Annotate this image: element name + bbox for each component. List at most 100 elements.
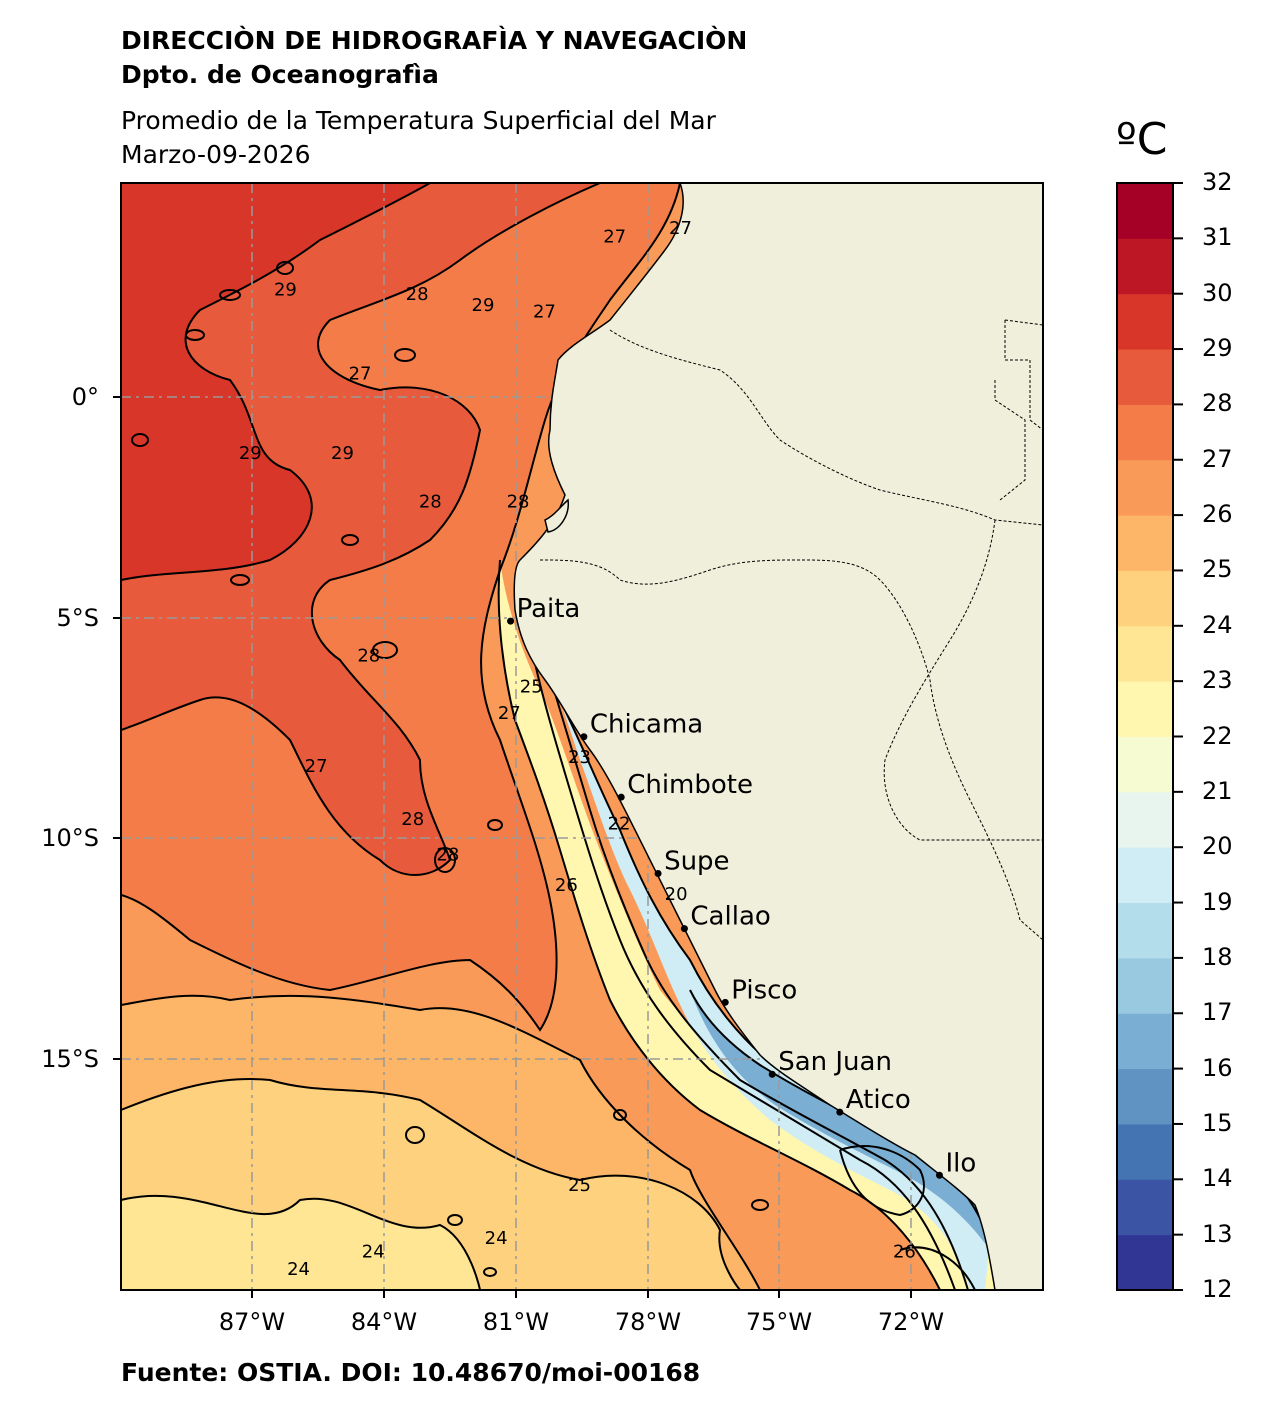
lon-label-78w: 78°W — [614, 1308, 682, 1336]
contour-label-23: 24 — [362, 1241, 385, 1262]
contour-label-8: 29 — [331, 443, 354, 464]
contour-label-15: 23 — [568, 747, 591, 768]
lon-label-75w: 75°W — [745, 1308, 813, 1336]
city-label-chicama: Chicama — [590, 710, 703, 740]
lon-label-84w: 84°W — [350, 1308, 418, 1336]
colorbar-segment-10 — [1117, 681, 1173, 737]
colorbar-segment-14 — [1117, 459, 1173, 516]
contour-labels: 29 27 27 29 28 27 27 29 29 28 28 28 25 27 27 23 28 28 22 26… — [239, 218, 916, 1280]
contour-label-5: 27 — [533, 302, 556, 323]
sst-band-29 — [121, 183, 430, 580]
city-label-atico: Atico — [846, 1085, 911, 1115]
colorbar-label-20: 20 — [1202, 832, 1233, 861]
colorbar-label-31: 31 — [1202, 223, 1233, 252]
colorbar-segment-2 — [1117, 1123, 1173, 1180]
colorbar-segment-12 — [1117, 570, 1173, 627]
colorbar-segment-18 — [1117, 238, 1173, 295]
colorbar — [1117, 182, 1183, 1291]
sst-band-23 — [121, 1195, 480, 1290]
lon-label-81w: 81°W — [482, 1308, 550, 1336]
colorbar-segment-17 — [1117, 293, 1173, 350]
colorbar-label-30: 30 — [1202, 278, 1233, 307]
lat-label-10s: 10°S — [41, 824, 99, 852]
isotherm-rings — [131, 261, 769, 1277]
contour-label-2: 27 — [669, 218, 692, 239]
colorbar-label-14: 14 — [1202, 1164, 1233, 1193]
colorbar-label-19: 19 — [1202, 887, 1233, 916]
colorbar-segment-15 — [1117, 404, 1173, 461]
colorbar-frame — [1116, 182, 1174, 1291]
city-dot-chimbote — [617, 793, 625, 801]
colorbar-segment-1 — [1117, 1179, 1173, 1236]
city-label-chimbote: Chimbote — [627, 770, 753, 800]
contour-label-24: 24 — [287, 1259, 310, 1280]
city-label-paita: Paita — [517, 594, 581, 624]
city-dot-san-juan — [768, 1070, 776, 1078]
axis-ticks — [113, 396, 912, 1298]
contour-label-3: 29 — [274, 280, 297, 301]
colorbar-segment-9 — [1117, 736, 1173, 793]
contour-label-13: 27 — [498, 703, 521, 724]
colorbar-label-24: 24 — [1202, 610, 1233, 639]
colorbar-segment-13 — [1117, 515, 1173, 571]
colorbar-segment-0 — [1117, 1234, 1173, 1291]
colorbar-label-32: 32 — [1202, 168, 1233, 196]
contour-label-18: 22 — [608, 813, 631, 834]
city-label-ilo: Ilo — [945, 1148, 976, 1178]
colorbar-segment-5 — [1117, 957, 1173, 1014]
organization-title: DIRECCIÒN DE HIDROGRAFÌA Y NAVEGACIÒN — [121, 26, 748, 55]
contour-label-6: 27 — [349, 363, 372, 384]
colorbar-label-28: 28 — [1202, 389, 1233, 418]
colorbar-segment-11 — [1117, 625, 1173, 682]
country-borders — [539, 319, 1043, 941]
lat-label-0: 0° — [71, 383, 99, 411]
contour-label-25: 26 — [893, 1241, 916, 1262]
contour-label-12: 25 — [520, 677, 543, 698]
contour-label-11: 28 — [357, 646, 380, 667]
contour-label-4: 28 — [406, 284, 429, 305]
city-dot-callao — [680, 925, 688, 933]
colorbar-segment-8 — [1117, 791, 1173, 848]
city-dot-paita — [507, 617, 515, 625]
city-markers: Paita Chicama Chimbote Supe Callao Pisco San J… — [507, 594, 976, 1179]
lon-label-87w: 87°W — [218, 1308, 286, 1336]
colorbar-segment-3 — [1117, 1068, 1173, 1125]
lat-label-15s: 15°S — [41, 1045, 99, 1073]
colorbar-label-26: 26 — [1202, 500, 1233, 529]
lon-label-72w: 72°W — [877, 1308, 945, 1336]
contour-label-1: 27 — [603, 227, 626, 248]
colorbar-unit: ºC — [1116, 114, 1168, 165]
colorbar-segment-7 — [1117, 847, 1173, 904]
city-dot-pisco — [721, 998, 729, 1006]
contour-label-20: 20 — [665, 884, 688, 905]
colorbar-label-15: 15 — [1202, 1108, 1233, 1137]
colorbar-label-22: 22 — [1202, 721, 1233, 750]
contour-label-22: 24 — [485, 1228, 508, 1249]
city-dot-atico — [836, 1108, 844, 1116]
city-label-callao: Callao — [690, 902, 770, 932]
contour-label-16: 28 — [401, 809, 424, 830]
colorbar-segment-4 — [1117, 1013, 1173, 1070]
colorbar-label-25: 25 — [1202, 555, 1233, 584]
colorbar-label-13: 13 — [1202, 1219, 1233, 1248]
colorbar-label-29: 29 — [1202, 334, 1233, 363]
contour-label-0: 29 — [472, 295, 495, 316]
colorbar-label-27: 27 — [1202, 444, 1233, 473]
map-frame — [120, 182, 1044, 1291]
city-dot-supe — [654, 869, 662, 877]
contour-label-14: 27 — [305, 756, 328, 777]
contour-label-9: 28 — [419, 491, 442, 512]
city-dot-chicama — [580, 733, 588, 741]
source-footer: Fuente: OSTIA. DOI: 10.48670/moi-00168 — [121, 1358, 701, 1387]
colorbar-label-21: 21 — [1202, 776, 1233, 805]
city-dot-ilo — [935, 1171, 943, 1179]
map-date: Marzo-09-2026 — [121, 140, 311, 169]
city-label-pisco: Pisco — [731, 975, 797, 1005]
colorbar-label-16: 16 — [1202, 1053, 1233, 1082]
land-mass — [513, 183, 1043, 1290]
colorbar-label-17: 17 — [1202, 998, 1233, 1027]
map-title: Promedio de la Temperatura Superficial d… — [121, 106, 716, 135]
contour-label-17: 28 — [436, 844, 459, 865]
colorbar-segment-16 — [1117, 349, 1173, 405]
